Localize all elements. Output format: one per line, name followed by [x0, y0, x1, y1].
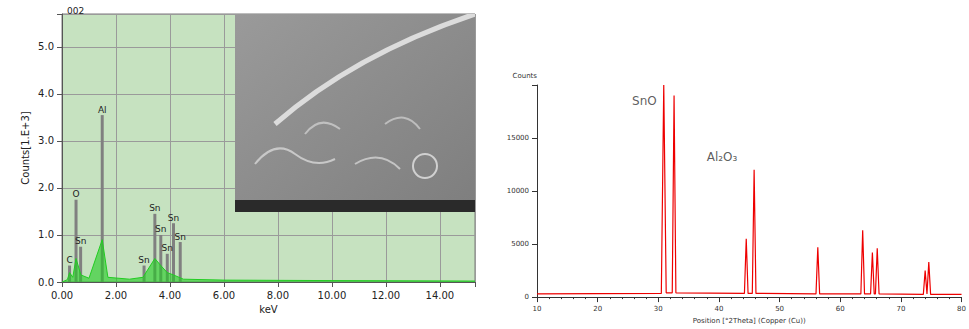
svg-text:Sn: Sn	[149, 203, 160, 213]
svg-text:4.0: 4.0	[38, 88, 54, 99]
svg-text:2.00: 2.00	[105, 290, 127, 301]
svg-text:4.00: 4.00	[159, 290, 181, 301]
svg-text:1.0: 1.0	[38, 229, 54, 240]
svg-text:20: 20	[593, 305, 602, 313]
svg-text:3.0: 3.0	[38, 135, 54, 146]
svg-text:Al₂O₃: Al₂O₃	[707, 150, 738, 164]
svg-text:10.00: 10.00	[318, 290, 347, 301]
svg-text:0.00: 0.00	[51, 290, 73, 301]
svg-text:5000: 5000	[511, 240, 529, 248]
svg-text:6.00: 6.00	[213, 290, 235, 301]
svg-text:0.0: 0.0	[38, 277, 54, 288]
svg-text:50: 50	[775, 305, 784, 313]
svg-text:8.00: 8.00	[267, 290, 289, 301]
svg-text:40: 40	[714, 305, 723, 313]
svg-text:Position [°2Theta] (Copper (Cu: Position [°2Theta] (Copper (Cu))	[693, 317, 806, 325]
svg-text:80: 80	[957, 305, 966, 313]
svg-text:002: 002	[67, 6, 84, 16]
svg-text:5.0: 5.0	[38, 41, 54, 52]
svg-text:Counts[1.E+3]: Counts[1.E+3]	[20, 111, 31, 184]
svg-text:10: 10	[533, 305, 542, 313]
svg-text:Al: Al	[98, 105, 107, 115]
svg-text:60: 60	[836, 305, 845, 313]
svg-text:Sn: Sn	[168, 213, 179, 223]
svg-text:Sn: Sn	[162, 243, 173, 253]
svg-text:30: 30	[654, 305, 663, 313]
svg-text:10000: 10000	[507, 187, 529, 195]
svg-text:14.00: 14.00	[426, 290, 455, 301]
svg-text:SnO: SnO	[632, 94, 657, 108]
svg-text:C: C	[66, 255, 72, 265]
svg-text:Sn: Sn	[175, 232, 186, 242]
svg-text:Sn: Sn	[75, 236, 86, 246]
svg-text:Sn: Sn	[155, 224, 166, 234]
svg-text:70: 70	[896, 305, 905, 313]
svg-text:2.0: 2.0	[38, 182, 54, 193]
svg-text:O: O	[72, 189, 79, 199]
svg-text:0: 0	[525, 293, 529, 301]
svg-text:keV: keV	[259, 304, 278, 315]
svg-text:12.00: 12.00	[372, 290, 401, 301]
svg-text:Sn: Sn	[138, 255, 149, 265]
svg-text:Counts: Counts	[513, 72, 538, 80]
svg-text:15000: 15000	[507, 134, 529, 142]
